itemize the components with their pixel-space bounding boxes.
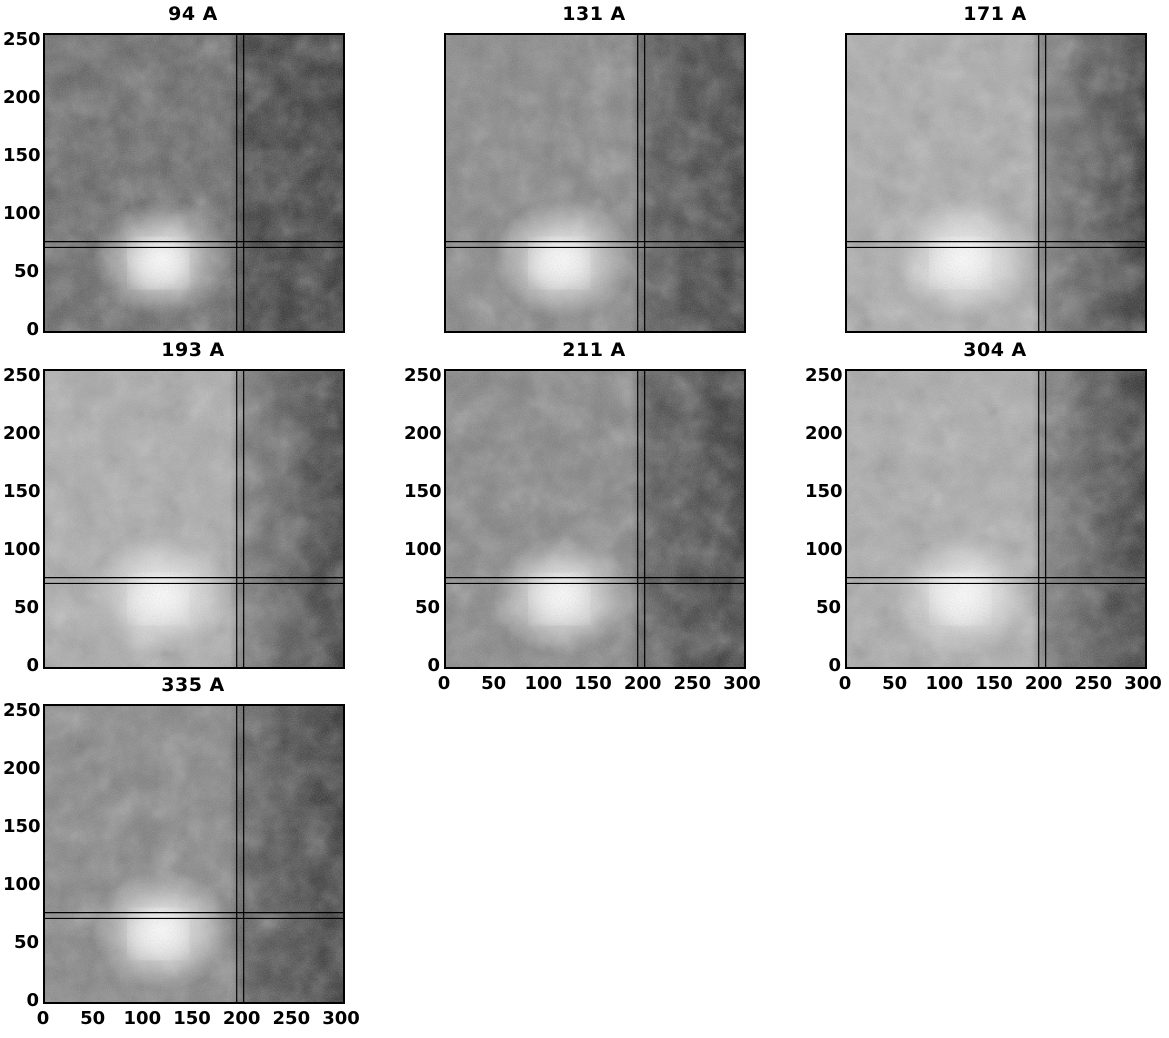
y-tick-label: 200 bbox=[3, 757, 41, 779]
panel-title: 211 A bbox=[562, 339, 626, 361]
image-grain bbox=[446, 371, 744, 667]
solar-image-panel bbox=[43, 704, 345, 1004]
panel-title: 193 A bbox=[161, 339, 225, 361]
panel-title: 131 A bbox=[562, 3, 626, 25]
x-tick-label: 100 bbox=[925, 673, 964, 694]
y-tick-label: 150 bbox=[404, 480, 442, 502]
y-tick-label: 200 bbox=[404, 422, 442, 444]
x-tick-label: 200 bbox=[222, 1008, 261, 1029]
y-tick-label: 250 bbox=[3, 699, 41, 721]
x-tick-label: 100 bbox=[123, 1008, 162, 1029]
x-tick-label: 250 bbox=[1074, 673, 1113, 694]
y-tick-label: 250 bbox=[404, 364, 442, 386]
x-tick-label: 0 bbox=[838, 673, 852, 694]
image-grain bbox=[45, 35, 343, 331]
image-grain bbox=[446, 35, 744, 331]
y-tick-label: 100 bbox=[805, 538, 843, 560]
y-tick-label: 250 bbox=[3, 28, 41, 50]
y-tick-label: 150 bbox=[3, 480, 41, 502]
y-tick-label: 100 bbox=[404, 538, 442, 560]
image-grain bbox=[45, 371, 343, 667]
y-tick-label: 0 bbox=[26, 655, 39, 676]
y-tick-label: 100 bbox=[3, 202, 41, 224]
panel-title: 94 A bbox=[168, 3, 218, 25]
y-tick-label: 250 bbox=[805, 364, 843, 386]
x-tick-label: 150 bbox=[975, 673, 1013, 694]
solar-image-panel bbox=[845, 369, 1147, 669]
solar-image-panel bbox=[444, 33, 746, 333]
x-tick-label: 150 bbox=[173, 1008, 211, 1029]
x-tick-label: 50 bbox=[882, 673, 908, 694]
y-tick-label: 0 bbox=[26, 319, 39, 340]
y-tick-label: 50 bbox=[13, 931, 39, 953]
panel-title: 304 A bbox=[963, 339, 1027, 361]
y-tick-label: 0 bbox=[427, 655, 440, 676]
y-tick-label: 50 bbox=[414, 596, 440, 618]
x-tick-label: 200 bbox=[623, 673, 662, 694]
panel-title: 171 A bbox=[963, 3, 1027, 25]
y-tick-label: 0 bbox=[26, 990, 39, 1011]
solar-image-panel bbox=[43, 369, 345, 669]
x-tick-label: 100 bbox=[524, 673, 563, 694]
y-tick-label: 150 bbox=[805, 480, 843, 502]
solar-image-panel bbox=[43, 33, 345, 333]
y-tick-label: 200 bbox=[805, 422, 843, 444]
x-tick-label: 300 bbox=[723, 673, 761, 694]
x-tick-label: 300 bbox=[1124, 673, 1162, 694]
solar-image-panel bbox=[845, 33, 1147, 333]
y-tick-label: 150 bbox=[3, 144, 41, 166]
y-tick-label: 100 bbox=[3, 873, 41, 895]
x-tick-label: 0 bbox=[437, 673, 451, 694]
y-tick-label: 50 bbox=[13, 260, 39, 282]
solar-image-panel bbox=[444, 369, 746, 669]
y-tick-label: 50 bbox=[815, 596, 841, 618]
panel-title: 335 A bbox=[161, 674, 225, 696]
image-grain bbox=[847, 371, 1145, 667]
x-tick-label: 150 bbox=[574, 673, 612, 694]
x-tick-label: 300 bbox=[322, 1008, 360, 1029]
x-tick-label: 250 bbox=[673, 673, 712, 694]
y-tick-label: 0 bbox=[828, 655, 841, 676]
y-tick-label: 50 bbox=[13, 596, 39, 618]
x-tick-label: 50 bbox=[80, 1008, 106, 1029]
y-tick-label: 100 bbox=[3, 538, 41, 560]
x-tick-label: 200 bbox=[1024, 673, 1063, 694]
x-tick-label: 50 bbox=[481, 673, 507, 694]
image-grain bbox=[847, 35, 1145, 331]
x-tick-label: 250 bbox=[272, 1008, 311, 1029]
y-tick-label: 200 bbox=[3, 86, 41, 108]
y-tick-label: 200 bbox=[3, 422, 41, 444]
x-tick-label: 0 bbox=[36, 1008, 50, 1029]
image-grain bbox=[45, 706, 343, 1002]
y-tick-label: 250 bbox=[3, 364, 41, 386]
y-tick-label: 150 bbox=[3, 815, 41, 837]
